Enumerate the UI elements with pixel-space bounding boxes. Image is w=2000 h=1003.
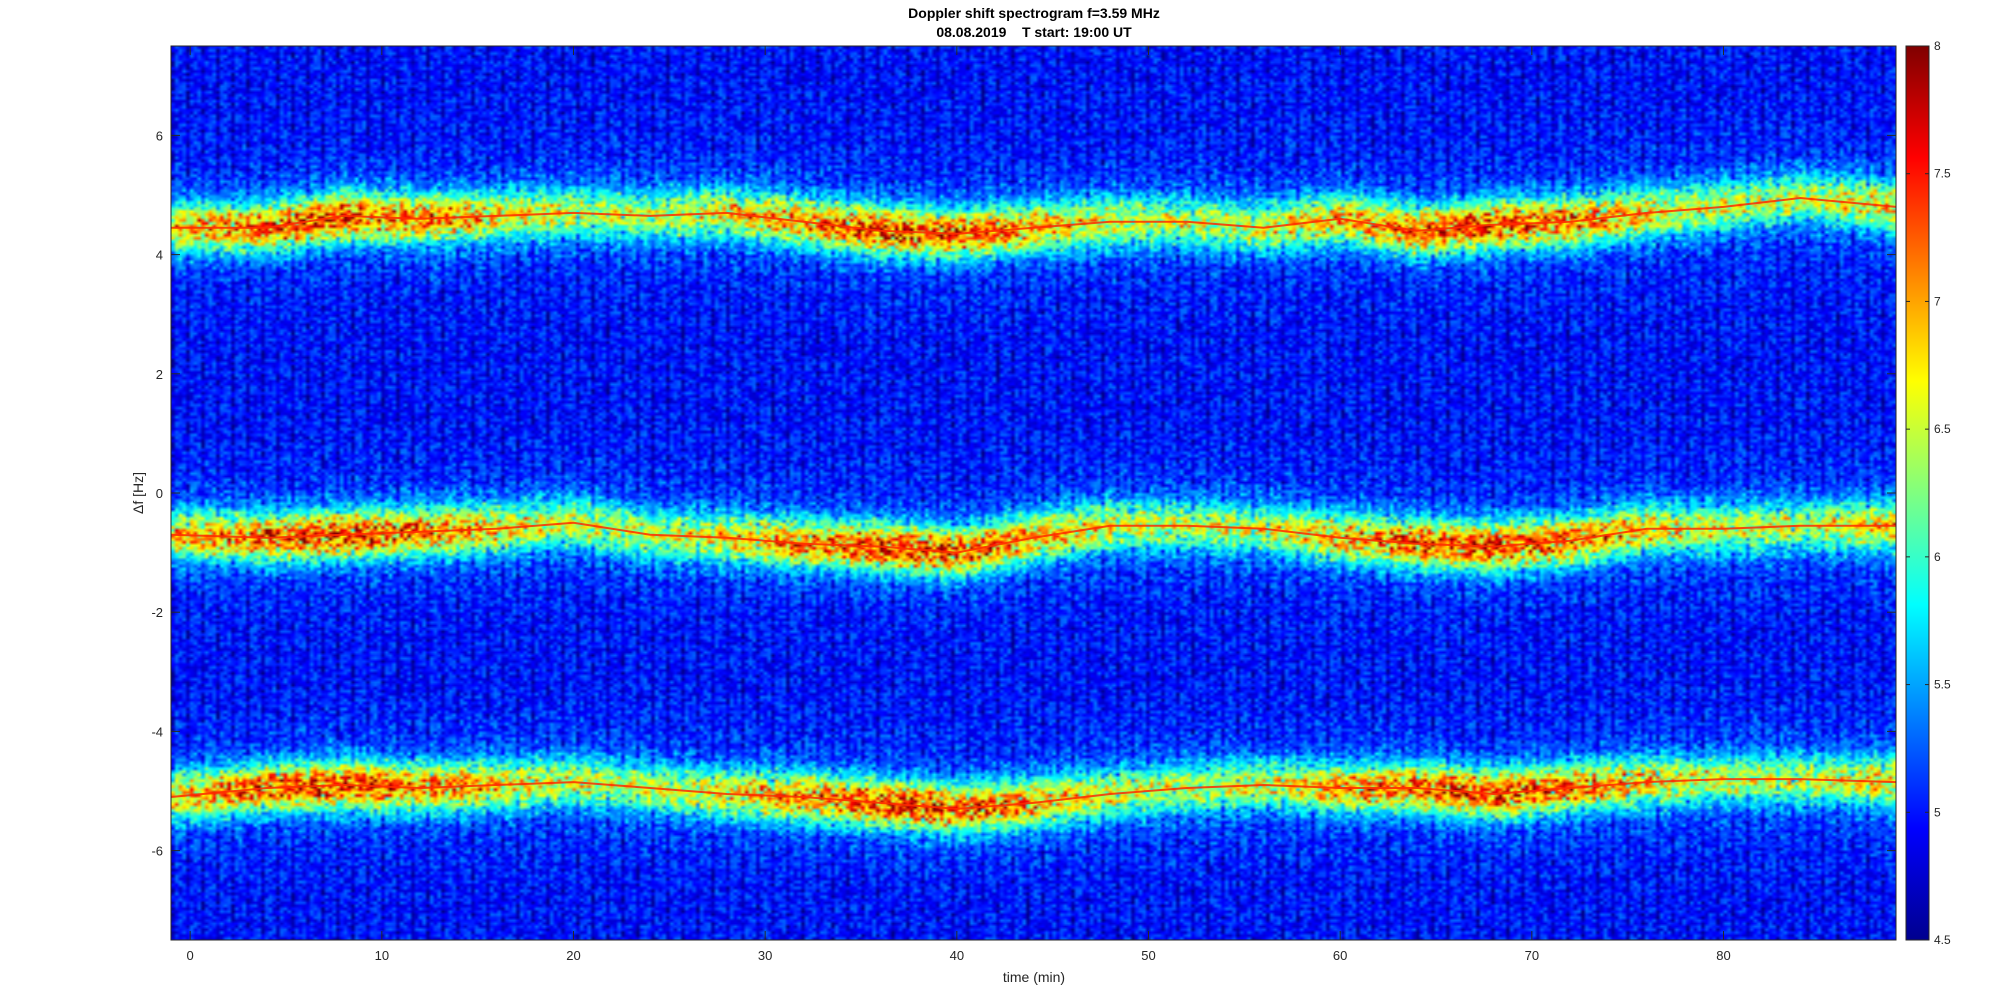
colorbar-tick-label: 6.5 [1934,422,1951,436]
colorbar-gradient [1905,45,1930,941]
colorbar-ticks: 4.5 5 5.5 6 6.5 7 7.5 8 [1906,39,1951,947]
x-axis-ticks: 0 10 20 30 40 50 60 70 80 [187,46,1731,963]
doppler-trace-1 [171,196,1897,235]
y-axis-ticks: -6 -4 -2 0 2 4 6 [151,128,1896,859]
doppler-trace-3 [170,778,1897,810]
colorbar-tick-label: 6 [1934,550,1941,564]
y-tick-label: 6 [156,128,163,143]
chart-title: Doppler shift spectrogram f=3.59 MHz [908,5,1160,21]
x-axis-label: time (min) [1003,969,1065,985]
y-tick-label: 0 [156,486,163,501]
x-tick-label: 80 [1716,948,1730,963]
spectrogram-heatmap [171,46,1896,940]
plot-area [170,45,1897,941]
y-tick-label: -4 [151,724,163,739]
x-tick-label: 0 [187,948,194,963]
x-tick-label: 10 [375,948,389,963]
chart-subtitle: 08.08.2019 T start: 19:00 UT [936,24,1132,40]
x-tick-label: 60 [1333,948,1347,963]
x-tick-label: 40 [950,948,964,963]
colorbar-tick-label: 7.5 [1934,167,1951,181]
x-tick-label: 30 [758,948,772,963]
y-tick-label: -6 [151,844,163,859]
y-axis-label: Δf [Hz] [130,472,146,514]
x-tick-label: 70 [1525,948,1539,963]
doppler-trace-2 [170,521,1896,554]
colorbar-tick-label: 5 [1934,805,1941,819]
colorbar-tick-label: 5.5 [1934,678,1951,692]
y-tick-label: 2 [156,367,163,382]
colorbar-tick-label: 8 [1934,39,1941,53]
colorbar-tick-label: 4.5 [1934,933,1951,947]
colorbar: 4.5 5 5.5 6 6.5 7 7.5 8 [1905,39,1951,947]
y-tick-label: 4 [156,248,163,263]
x-tick-label: 20 [566,948,580,963]
doppler-traces [170,196,1897,810]
colorbar-tick-label: 7 [1934,294,1941,308]
x-tick-label: 50 [1141,948,1155,963]
y-tick-label: -2 [151,605,163,620]
